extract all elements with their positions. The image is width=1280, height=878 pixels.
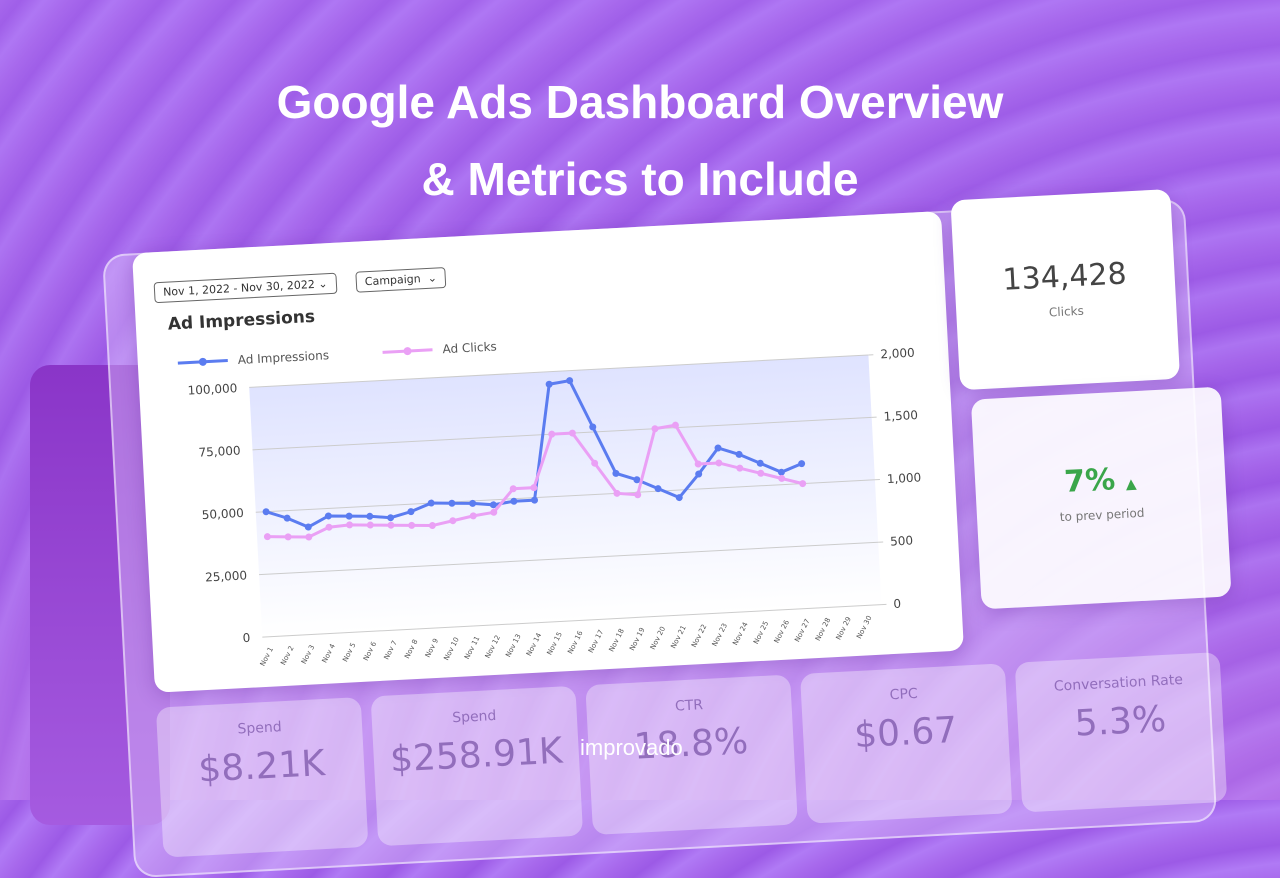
- metric-label: CTR: [586, 692, 792, 719]
- x-tick-label: Nov 1: [259, 646, 275, 668]
- x-tick-label: Nov 29: [835, 616, 853, 642]
- x-tick-label: Nov 14: [525, 631, 544, 657]
- metric-value: $8.21K: [158, 741, 365, 793]
- legend-marker: [199, 358, 207, 366]
- x-tick-label: Nov 16: [566, 629, 585, 655]
- headline: Google Ads Dashboard Overview: [0, 75, 1280, 129]
- campaign-filter[interactable]: Campaign ⌄: [355, 267, 446, 293]
- chart-card: Nov 1, 2022 - Nov 30, 2022 ⌄ Campaign ⌄ …: [132, 211, 964, 693]
- x-tick-label: Nov 5: [341, 641, 357, 663]
- kpi-card: 7% ▲ to prev period: [971, 387, 1232, 610]
- kpi-change: 7% ▲: [975, 456, 1226, 504]
- dashboard: Nov 1, 2022 - Nov 30, 2022 ⌄ Campaign ⌄ …: [100, 151, 1280, 854]
- up-arrow: ▲: [1125, 476, 1137, 493]
- y2-tick-label: 1,500: [883, 408, 918, 424]
- y-tick-label: 0: [242, 631, 250, 645]
- kpi-label: Clicks: [956, 299, 1176, 324]
- kpi-value: 134,428: [954, 254, 1176, 300]
- x-tick-label: Nov 22: [690, 623, 708, 649]
- kpi-value: 7%: [1063, 462, 1116, 500]
- metric-card: Spend$258.91K: [371, 686, 584, 847]
- chart-title: Ad Impressions: [167, 307, 315, 335]
- metric-label: CPC: [801, 681, 1007, 708]
- kpi-label: to prev period: [977, 501, 1227, 528]
- x-tick-label: Nov 28: [814, 617, 832, 643]
- y2-tick-label: 0: [893, 597, 901, 611]
- metric-value: 5.3%: [1017, 696, 1224, 748]
- x-tick-label: Nov 11: [463, 635, 481, 661]
- x-tick-label: Nov 19: [628, 626, 646, 652]
- page: {"header": {"title_line1": "Google Ads D…: [0, 0, 1280, 800]
- x-tick-label: Nov 26: [773, 618, 792, 644]
- x-tick-label: Nov 7: [383, 639, 399, 661]
- x-tick-label: Nov 4: [321, 642, 338, 664]
- y2-tick-label: 500: [890, 533, 914, 548]
- y2-tick-label: 2,000: [880, 346, 915, 362]
- x-tick-label: Nov 2: [279, 645, 295, 667]
- x-tick-label: Nov 21: [669, 624, 687, 650]
- x-tick-label: Nov 17: [587, 628, 605, 654]
- metric-value: $258.91K: [373, 730, 580, 782]
- y-tick-label: 25,000: [205, 568, 248, 584]
- x-tick-label: Nov 8: [403, 638, 419, 660]
- x-tick-label: Nov 9: [424, 637, 440, 659]
- x-tick-label: Nov 30: [855, 614, 873, 640]
- kpi-card: 134,428 Clicks: [950, 189, 1180, 390]
- filter-text: Campaign: [365, 272, 421, 288]
- x-tick-label: Nov 10: [442, 636, 460, 662]
- x-tick-label: Nov 15: [546, 631, 564, 657]
- metric-label: Conversation Rate: [1016, 670, 1222, 697]
- x-tick-label: Nov 3: [300, 644, 316, 666]
- y-tick-label: 75,000: [198, 443, 241, 459]
- metric-value: $0.67: [802, 707, 1009, 759]
- x-tick-label: Nov 13: [504, 633, 522, 659]
- legend-marker: [403, 347, 411, 355]
- x-tick-label: Nov 20: [649, 625, 667, 651]
- x-tick-label: Nov 6: [362, 640, 379, 662]
- y-tick-label: 100,000: [187, 381, 237, 398]
- metric-card: Spend$8.21K: [156, 697, 369, 858]
- legend-label: Ad Impressions: [237, 348, 329, 367]
- x-tick-label: Nov 24: [731, 620, 750, 646]
- filter-text: Nov 1, 2022 - Nov 30, 2022: [163, 278, 315, 299]
- date-filter[interactable]: Nov 1, 2022 - Nov 30, 2022 ⌄: [154, 273, 337, 304]
- x-tick-label: Nov 18: [608, 627, 626, 653]
- y-tick-label: 50,000: [201, 506, 244, 522]
- metric-label: Spend: [157, 715, 363, 742]
- legend-label: Ad Clicks: [442, 339, 497, 356]
- x-tick-label: Nov 27: [793, 618, 811, 644]
- chart: Ad Impressions 0 25,000 50,000 75,000 100,00…: [135, 271, 965, 713]
- brand: improvado: [580, 735, 683, 761]
- x-tick-label: Nov 25: [752, 620, 770, 646]
- metric-label: Spend: [372, 704, 578, 731]
- x-tick-label: Nov 12: [484, 634, 502, 660]
- x-tick-label: Nov 23: [711, 622, 729, 648]
- y2-tick-label: 1,000: [887, 470, 922, 486]
